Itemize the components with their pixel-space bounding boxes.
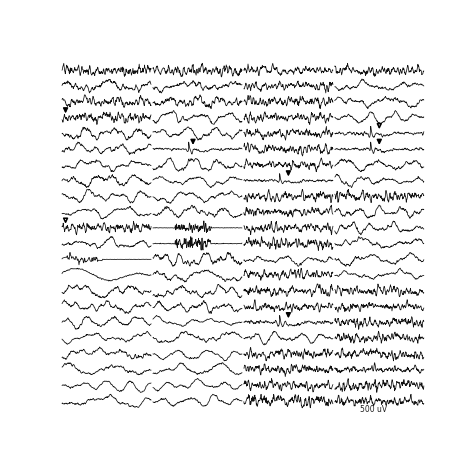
Text: 500 uV: 500 uV — [360, 405, 388, 414]
